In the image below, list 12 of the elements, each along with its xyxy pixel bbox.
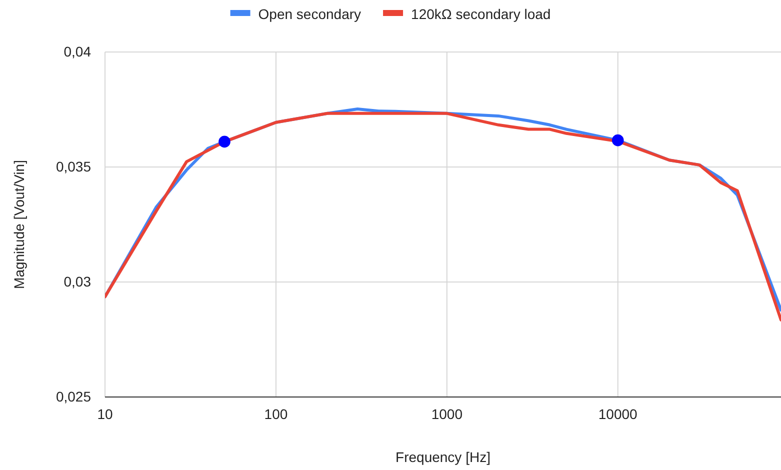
y-axis-title: Magnitude [Vout/Vin] xyxy=(11,160,27,289)
x-tick-label: 100 xyxy=(264,406,288,422)
y-tick-label: 0,04 xyxy=(64,43,92,60)
x-tick-label: 10 xyxy=(97,406,113,422)
x-axis-title: Frequency [Hz] xyxy=(396,449,490,465)
legend-label: Open secondary xyxy=(258,6,362,22)
x-tick-label: 1000 xyxy=(431,406,463,422)
legend-label: 120kΩ secondary load xyxy=(411,6,551,22)
x-tick-label: 10000 xyxy=(598,406,638,422)
y-tick-label: 0,03 xyxy=(64,273,92,290)
y-tick-label: 0,035 xyxy=(56,158,92,174)
y-tick-label: 0,025 xyxy=(56,388,92,404)
